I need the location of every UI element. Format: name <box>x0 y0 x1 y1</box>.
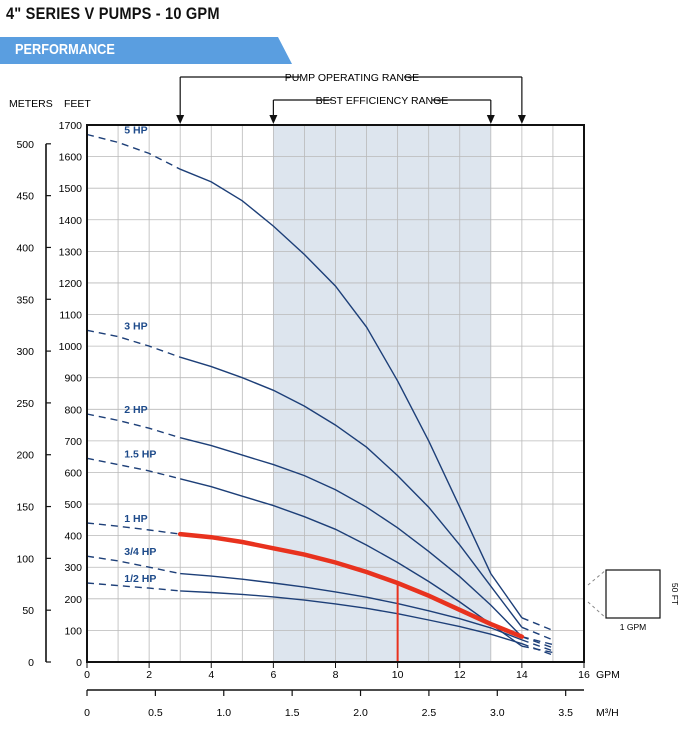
gpm-tick-label: 6 <box>270 669 276 681</box>
pump-operating-right-arrow <box>517 115 526 124</box>
m3h-tick-label: 0 <box>84 707 90 719</box>
gpm-tick-label: 4 <box>208 669 214 681</box>
meters-tick-label: 450 <box>16 191 34 203</box>
m3h-tick-label: 2.0 <box>353 707 368 719</box>
feet-tick-label: 900 <box>64 373 82 385</box>
series-label: 1/2 HP <box>124 573 156 585</box>
meters-tick-label: 150 <box>16 502 34 514</box>
curve-2-hp <box>180 437 523 638</box>
m3h-tick-label: 0.5 <box>148 707 163 719</box>
curve-1-5-hp <box>180 478 523 647</box>
best-efficiency-left-arrow <box>269 115 278 124</box>
pump-operating-left-arrow <box>176 115 185 124</box>
m3h-tick-label: 3.5 <box>558 707 573 719</box>
feet-tick-label: 200 <box>64 594 82 606</box>
curve-dashed-start <box>86 522 181 535</box>
gpm-tick-label: 12 <box>454 669 466 681</box>
gpm-tick-label: 14 <box>516 669 528 681</box>
feet-tick-label: 700 <box>64 436 82 448</box>
curve-dashed-start <box>86 555 181 575</box>
gpm-tick-label: 10 <box>392 669 404 681</box>
series-label: 3 HP <box>124 320 147 332</box>
scale-inset-leader-bottom <box>587 601 607 619</box>
highlight-curve <box>177 531 525 639</box>
feet-tick-label: 300 <box>64 562 82 574</box>
gpm-axis-title: GPM <box>596 669 620 681</box>
curve-dashed-end <box>521 639 554 652</box>
m3h-tick-label: 2.5 <box>422 707 437 719</box>
curve-dashed-end <box>521 626 554 641</box>
curve-dashed-start <box>86 329 181 358</box>
feet-tick-label: 1200 <box>59 278 83 290</box>
curve-dashed-start <box>86 133 181 170</box>
m3h-tick-label: 3.0 <box>490 707 505 719</box>
scale-inset-box <box>605 569 661 619</box>
best-efficiency-right-arrow <box>486 115 495 124</box>
curve-dashed-end <box>521 617 554 632</box>
gpm-tick-label: 16 <box>578 669 590 681</box>
m3h-axis-title: M³/H <box>596 707 619 719</box>
scale-inset-leader-top <box>587 569 607 586</box>
best-efficiency-label-bg <box>332 92 432 107</box>
curve-dashed-start <box>86 457 181 480</box>
feet-axis-title: FEET <box>64 98 91 110</box>
gpm-tick-label: 0 <box>84 669 90 681</box>
performance-banner: PERFORMANCE <box>0 37 292 64</box>
feet-tick-label: 800 <box>64 404 82 416</box>
pump-operating-label: PUMP OPERATING RANGE <box>285 72 419 84</box>
meters-tick-label: 400 <box>16 242 34 254</box>
feet-tick-label: 400 <box>64 531 82 543</box>
page-title: 4" SERIES V PUMPS - 10 GPM <box>6 4 220 23</box>
curve-3-hp <box>179 356 523 628</box>
feet-tick-label: 100 <box>64 625 82 637</box>
feet-tick-label: 1600 <box>59 152 83 164</box>
meters-axis-title: METERS <box>9 98 53 110</box>
curve-5-hp <box>179 168 523 619</box>
curve-dashed-end <box>521 643 554 656</box>
feet-tick-label: 1500 <box>59 183 83 195</box>
performance-banner-label: PERFORMANCE <box>15 41 115 58</box>
scale-inset-width-label: 1 GPM <box>620 622 646 632</box>
meters-tick-label: 250 <box>16 398 34 410</box>
gpm-tick-label: 8 <box>333 669 339 681</box>
series-label: 1.5 HP <box>124 448 156 460</box>
curve-3-4-hp <box>180 572 523 641</box>
series-label: 1 HP <box>124 513 147 525</box>
curve-1-2-hp <box>180 590 523 645</box>
m3h-tick-label: 1.5 <box>285 707 300 719</box>
feet-tick-label: 1300 <box>59 246 83 258</box>
meters-tick-label: 300 <box>16 346 34 358</box>
feet-tick-label: 1100 <box>59 310 82 322</box>
m3h-tick-label: 1.0 <box>216 707 231 719</box>
best-efficiency-label: BEST EFFICIENCY RANGE <box>316 95 449 107</box>
feet-tick-label: 1700 <box>59 120 83 132</box>
meters-tick-label: 50 <box>22 605 34 617</box>
meters-tick-label: 350 <box>16 294 34 306</box>
series-label: 3/4 HP <box>124 546 156 558</box>
scale-inset-height-label: 50 FT <box>670 583 680 605</box>
meters-tick-label: 100 <box>16 553 34 565</box>
feet-tick-label: 600 <box>64 467 82 479</box>
feet-tick-label: 1400 <box>59 215 83 227</box>
curve-dashed-end <box>521 636 554 646</box>
meters-tick-label: 500 <box>16 139 34 151</box>
pump-operating-label-bg <box>300 69 404 84</box>
meters-tick-label: 0 <box>28 657 34 669</box>
gpm-tick-label: 2 <box>146 669 152 681</box>
series-label: 5 HP <box>124 124 147 136</box>
feet-tick-label: 1000 <box>59 341 83 353</box>
meters-tick-label: 200 <box>16 450 34 462</box>
curve-dashed-start <box>86 413 181 439</box>
curve-dashed-start <box>86 582 181 592</box>
best-efficiency-band <box>273 125 491 662</box>
feet-tick-label: 0 <box>76 657 82 669</box>
series-label: 2 HP <box>124 404 147 416</box>
feet-tick-label: 500 <box>64 499 82 511</box>
